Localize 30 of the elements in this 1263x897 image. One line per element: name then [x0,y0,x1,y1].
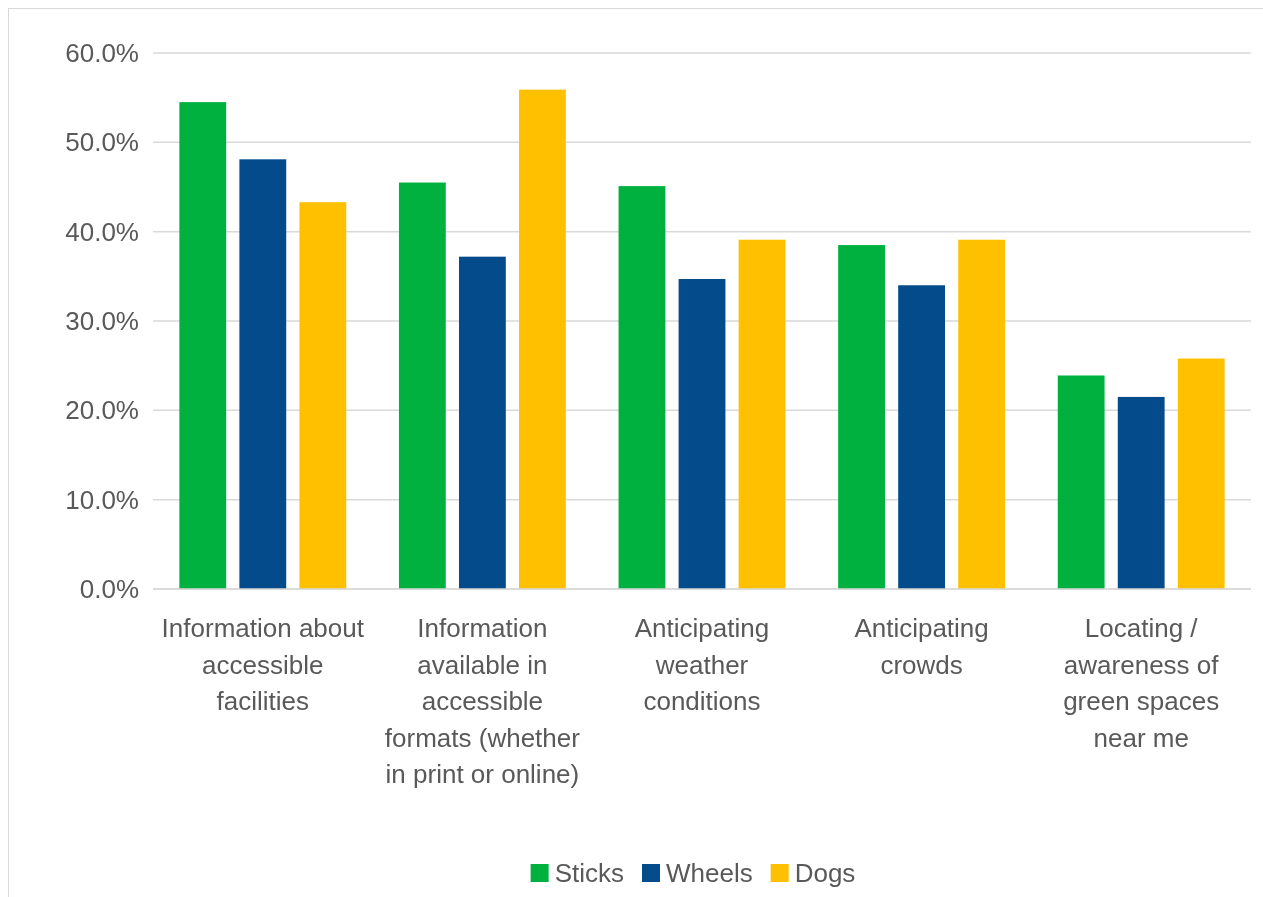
x-tick-label: Anticipating crowds [854,613,989,680]
bar [299,202,347,589]
x-tick-label: Anticipating weather conditions [634,613,770,716]
bar [398,182,446,589]
bar [838,245,885,589]
y-tick-label: 50.0% [65,127,139,158]
y-tick-label: 20.0% [65,395,139,426]
bar [958,239,1006,589]
bar [1117,396,1165,589]
bar [1057,375,1105,589]
bar [458,256,506,589]
y-tick-label: 30.0% [65,306,139,337]
bar [898,285,946,589]
x-tick-label: Information available in accessible formats (whether in print or online) [384,613,581,789]
y-tick-label: 40.0% [65,216,139,247]
legend-label: Dogs [794,858,856,889]
bar [1177,358,1225,589]
bar [519,89,566,589]
bar [618,186,666,589]
legend-label: Wheels [665,858,753,889]
legend-label: Sticks [554,858,624,889]
x-tick-label: Locating / awareness of green spaces near me [1063,613,1220,753]
bar [738,239,786,589]
y-tick-label: 0.0% [79,574,139,605]
bar [179,102,227,589]
bar [239,159,287,589]
bar [678,279,726,589]
y-tick-label: 10.0% [65,484,139,515]
y-tick-label: 60.0% [65,38,139,69]
x-tick-label: Information about accessible facilities [161,613,365,716]
